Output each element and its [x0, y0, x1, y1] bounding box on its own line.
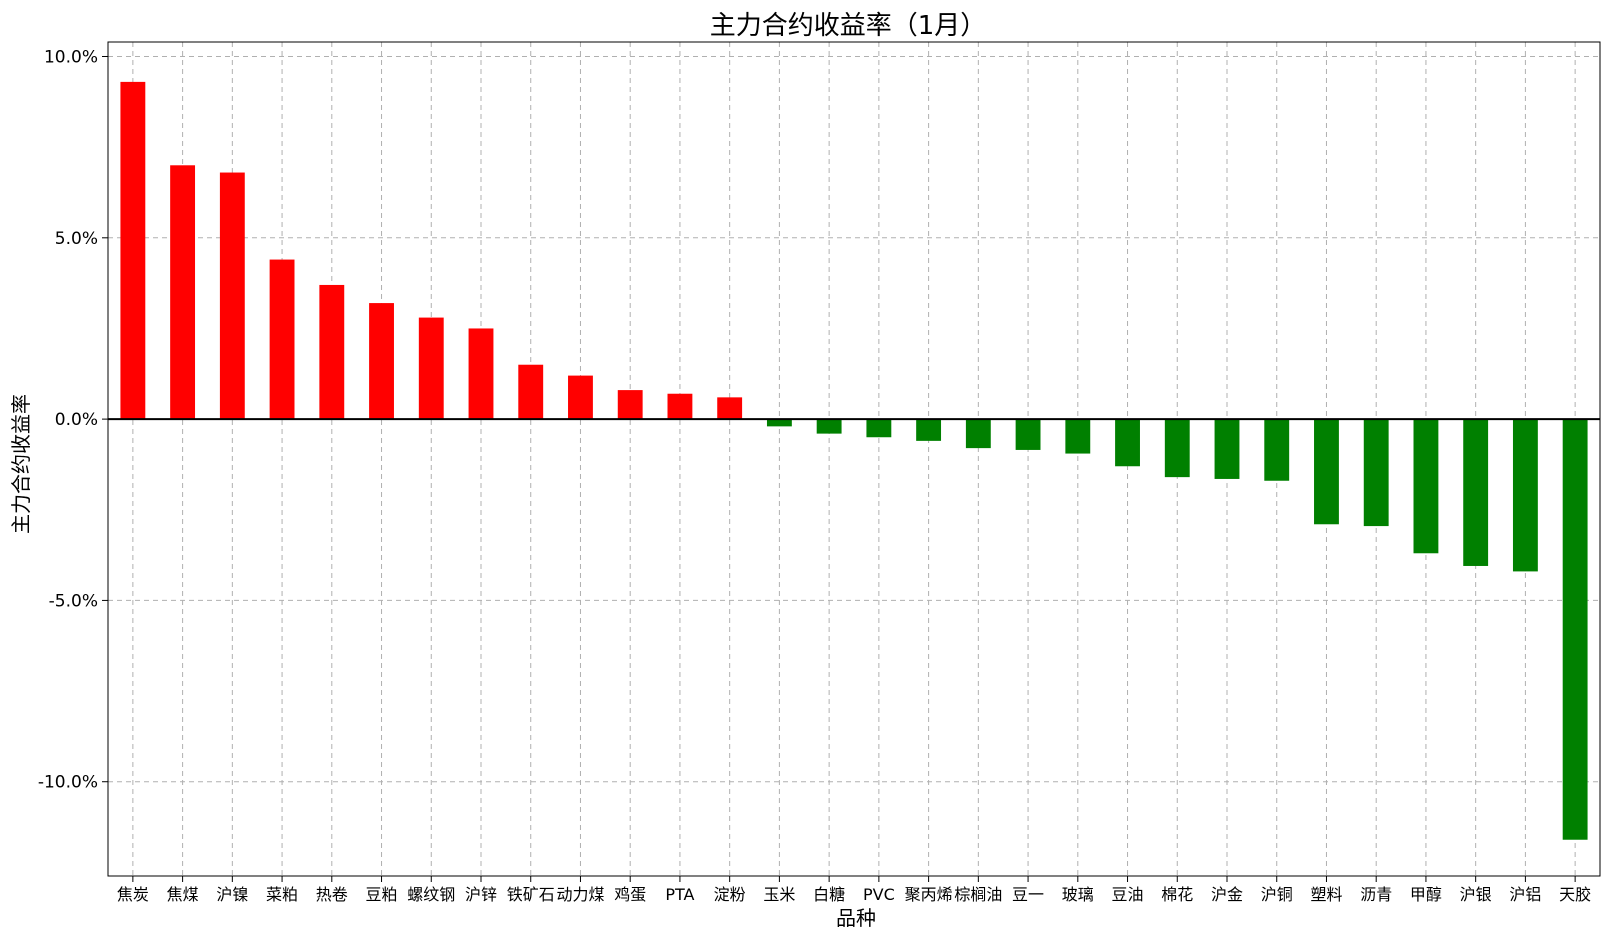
bar: [1314, 419, 1339, 525]
x-tick-label: 菜粕: [266, 885, 298, 904]
y-tick-label: 0.0%: [55, 410, 98, 430]
x-tick-label: 豆一: [1012, 885, 1044, 904]
bar: [269, 259, 295, 420]
x-tick-label: 焦煤: [167, 885, 199, 904]
bar: [418, 317, 444, 420]
y-tick-label: 5.0%: [55, 229, 98, 249]
bar: [1413, 419, 1439, 554]
x-tick-label: 聚丙烯: [905, 885, 953, 904]
bar: [219, 172, 245, 420]
x-tick-label: 天胶: [1559, 885, 1591, 904]
x-tick-label: 淀粉: [714, 885, 746, 904]
x-axis-ticks: 焦炭 焦煤 沪镍 菜粕 热卷 豆粕 螺纹钢 沪锌 铁矿石 动力煤 鸡蛋 PTA 淀粉 玉米 白糖 PVC 聚丙烯…: [117, 876, 1591, 904]
bar: [1264, 419, 1290, 481]
y-axis-ticks: 10.0% 5.0% 0.0% -5.0% -10.0%: [38, 48, 108, 793]
bars: [120, 81, 1588, 840]
y-tick-label: 10.0%: [44, 48, 98, 68]
x-tick-label: 沪铝: [1509, 885, 1541, 904]
x-tick-label: 白糖: [813, 885, 845, 904]
bar: [120, 81, 146, 420]
x-tick-label: 沪铜: [1261, 885, 1293, 904]
x-tick-label: PTA: [665, 885, 694, 904]
bar: [1015, 419, 1041, 450]
bar: [170, 165, 196, 420]
bar: [568, 375, 593, 420]
x-tick-label: 沥青: [1360, 885, 1392, 904]
y-tick-label: -5.0%: [49, 591, 98, 611]
x-tick-label: 塑料: [1310, 885, 1342, 904]
plot-frame: [107, 41, 1601, 877]
x-tick-label: 铁矿石: [507, 885, 555, 904]
x-tick-label: 沪镍: [216, 885, 248, 904]
y-axis-label: 主力合约收益率: [9, 394, 33, 534]
x-tick-label: 动力煤: [556, 885, 604, 904]
bar: [916, 419, 942, 441]
bar: [617, 390, 643, 420]
bar: [717, 397, 743, 420]
x-tick-label: 棕榈油: [954, 885, 1002, 904]
x-tick-label: 棉花: [1161, 885, 1193, 904]
bar: [1463, 419, 1489, 566]
x-tick-label: 螺纹钢: [407, 885, 455, 904]
bar: [1512, 419, 1538, 572]
bar: [468, 328, 494, 420]
x-tick-label: 热卷: [316, 885, 348, 904]
bar: [1363, 419, 1389, 527]
bar: [1115, 419, 1140, 467]
bar: [766, 419, 792, 427]
x-tick-label: 沪锌: [465, 885, 497, 904]
bar: [518, 364, 544, 420]
bar: [965, 419, 991, 449]
x-axis-label: 品种: [836, 906, 876, 930]
x-tick-label: 鸡蛋: [614, 885, 646, 904]
bar: [866, 419, 892, 438]
bar: [816, 419, 842, 434]
bar: [1214, 419, 1240, 479]
x-tick-label: 甲醇: [1410, 885, 1442, 904]
bar: [319, 284, 345, 420]
bar: [667, 393, 693, 420]
bar: [1065, 419, 1091, 454]
x-tick-label: 沪银: [1460, 885, 1492, 904]
x-tick-label: 豆粕: [366, 885, 398, 904]
x-tick-label: 玻璃: [1062, 885, 1094, 904]
bar: [1164, 419, 1190, 478]
grid-lines: [108, 42, 1600, 876]
chart-title: 主力合约收益率（1月）: [710, 11, 987, 41]
x-tick-label: 玉米: [763, 885, 795, 904]
bar: [1562, 419, 1588, 840]
x-tick-label: 豆油: [1112, 885, 1144, 904]
y-tick-label: -10.0%: [38, 773, 98, 793]
bar: [369, 303, 394, 420]
x-tick-label: PVC: [863, 885, 895, 904]
x-tick-label: 沪金: [1211, 885, 1243, 904]
x-tick-label: 焦炭: [117, 885, 149, 904]
